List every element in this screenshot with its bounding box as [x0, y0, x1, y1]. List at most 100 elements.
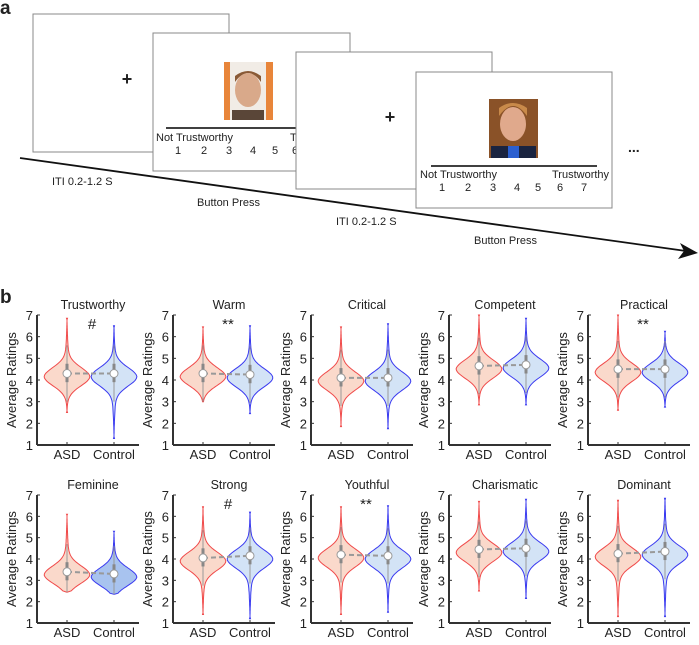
rating-number: 2: [201, 145, 207, 157]
panel-title: Trustworthy: [61, 298, 127, 312]
y-tick-label: 5: [26, 531, 33, 546]
rating-label-right-1: T: [290, 132, 297, 144]
y-axis-label: Average Ratings: [140, 332, 155, 428]
y-tick-label: 2: [577, 416, 584, 431]
median-marker: [474, 361, 484, 371]
y-tick-label: 7: [438, 488, 445, 503]
x-tick-label: ASD: [190, 447, 217, 462]
median-marker: [613, 364, 623, 374]
y-tick-label: 1: [300, 438, 307, 453]
y-tick-label: 6: [577, 509, 584, 524]
y-tick-label: 3: [162, 573, 169, 588]
violin-panel-dominant: Dominant 1 2 3 4 5 6 7 Average Ratings ASD Control: [555, 478, 690, 640]
median-marker: [109, 569, 119, 579]
rating-number: 5: [535, 182, 541, 194]
median-marker: [474, 544, 484, 554]
y-tick-label: 1: [162, 438, 169, 453]
y-tick-label: 7: [300, 488, 307, 503]
y-tick-label: 1: [26, 438, 33, 453]
x-tick-label: Control: [505, 447, 547, 462]
y-tick-label: 6: [577, 330, 584, 345]
median-marker: [383, 373, 393, 383]
y-tick-label: 5: [300, 531, 307, 546]
x-tick-label: ASD: [605, 625, 632, 640]
y-tick-label: 4: [577, 373, 584, 388]
y-tick-label: 2: [438, 595, 445, 610]
x-tick-label: ASD: [190, 625, 217, 640]
button-press-label-2: Button Press: [474, 235, 537, 247]
x-tick-label: ASD: [466, 625, 493, 640]
median-marker: [109, 369, 119, 378]
y-axis-label: Average Ratings: [416, 511, 431, 607]
y-axis-label: Average Ratings: [555, 511, 570, 607]
median-marker: [245, 551, 255, 561]
y-tick-label: 7: [300, 308, 307, 323]
x-tick-label: ASD: [605, 447, 632, 462]
violin-panel-practical: Practical ** 1 2 3 4 5 6 7 Average Ratings ASD Cont…: [555, 298, 690, 462]
y-tick-label: 5: [438, 351, 445, 366]
y-tick-label: 3: [577, 573, 584, 588]
y-tick-label: 2: [162, 595, 169, 610]
rating-number: 5: [272, 145, 278, 157]
median-marker: [198, 553, 208, 563]
median-marker: [245, 370, 255, 380]
x-tick-label: ASD: [328, 447, 355, 462]
rating-number: 6: [557, 182, 563, 194]
timeline-arrow: [19, 157, 687, 252]
panel-title: Warm: [213, 298, 246, 312]
y-tick-label: 7: [438, 308, 445, 323]
panel-title: Youthful: [345, 478, 390, 492]
x-tick-label: Control: [505, 625, 547, 640]
panel-a: a + Not Trustworthy T 1 2 3 4 5 6 + Not Trust…: [0, 0, 698, 259]
y-tick-label: 6: [300, 330, 307, 345]
x-tick-label: Control: [644, 625, 686, 640]
y-tick-label: 7: [26, 308, 33, 323]
median-marker: [62, 567, 72, 577]
panel-title: Competent: [474, 298, 536, 312]
rating-number: 1: [439, 182, 445, 194]
y-tick-label: 5: [577, 531, 584, 546]
y-axis-label: Average Ratings: [140, 511, 155, 607]
panel-title: Dominant: [617, 478, 671, 492]
y-tick-label: 7: [26, 488, 33, 503]
violin-panel-youthful: Youthful ** 1 2 3 4 5 6 7 Average Ratings ASD Contr…: [278, 478, 413, 640]
y-tick-label: 4: [438, 552, 445, 567]
y-tick-label: 4: [300, 552, 307, 567]
y-tick-label: 2: [300, 595, 307, 610]
y-tick-label: 2: [577, 595, 584, 610]
y-tick-label: 4: [162, 552, 169, 567]
y-tick-label: 4: [577, 552, 584, 567]
panel-title: Practical: [620, 298, 668, 312]
y-tick-label: 5: [577, 351, 584, 366]
x-tick-label: ASD: [328, 625, 355, 640]
y-tick-label: 5: [300, 351, 307, 366]
significance-marker: #: [88, 316, 97, 333]
y-tick-label: 3: [577, 395, 584, 410]
median-marker: [521, 543, 531, 553]
x-tick-label: ASD: [54, 625, 81, 640]
y-tick-label: 6: [300, 509, 307, 524]
face-image-1: [224, 62, 273, 120]
panel-label-a: a: [0, 0, 11, 19]
y-axis-label: Average Ratings: [416, 332, 431, 428]
x-tick-label: Control: [93, 625, 135, 640]
y-tick-label: 2: [26, 416, 33, 431]
violin-panel-critical: Critical 1 2 3 4 5 6 7 Average Ratings ASD Control: [278, 298, 413, 462]
y-tick-label: 3: [438, 395, 445, 410]
button-press-label-1: Button Press: [197, 197, 260, 209]
rating-number: 1: [175, 145, 181, 157]
panel-title: Feminine: [67, 478, 118, 492]
y-tick-label: 3: [162, 395, 169, 410]
y-tick-label: 2: [438, 416, 445, 431]
x-tick-label: Control: [644, 447, 686, 462]
rating-number: 4: [514, 182, 520, 194]
y-axis-label: Average Ratings: [555, 332, 570, 428]
significance-marker: #: [224, 496, 233, 513]
y-tick-label: 7: [162, 488, 169, 503]
y-tick-label: 2: [300, 416, 307, 431]
face-image-2: [489, 99, 538, 158]
y-tick-label: 3: [26, 573, 33, 588]
y-tick-label: 5: [162, 351, 169, 366]
y-tick-label: 6: [162, 330, 169, 345]
significance-marker: **: [637, 316, 649, 333]
